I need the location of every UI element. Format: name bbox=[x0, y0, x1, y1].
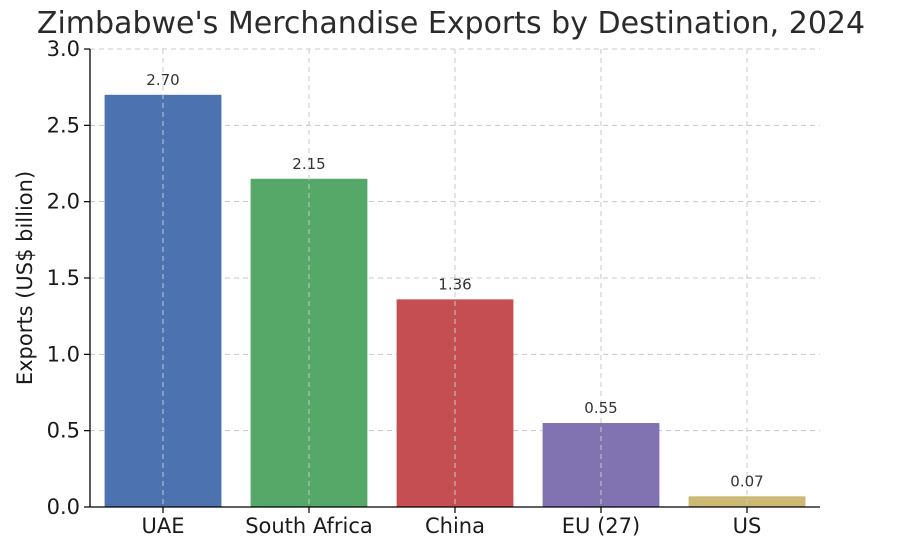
x-tick-label-1: South Africa bbox=[245, 514, 373, 538]
x-tick-label-0: UAE bbox=[141, 514, 184, 538]
y-tick-label-1: 0.5 bbox=[47, 419, 80, 443]
y-tick-label-5: 2.5 bbox=[47, 113, 80, 137]
y-tick-label-2: 1.0 bbox=[47, 342, 80, 366]
data-label-1: 2.15 bbox=[292, 155, 325, 173]
labels: 2.70 2.15 1.36 0.55 0.07 bbox=[146, 49, 764, 507]
data-label-0: 2.70 bbox=[146, 71, 179, 89]
axes: 0.0 0.5 1.0 1.5 2.0 2.5 3.0 UAE South Africa Chin… bbox=[47, 37, 820, 538]
data-label-3: 0.55 bbox=[584, 399, 617, 417]
x-tick-label-2: China bbox=[425, 514, 485, 538]
chart-title: Zimbabwe's Merchandise Exports by Destin… bbox=[36, 6, 866, 41]
y-tick-label-6: 3.0 bbox=[47, 37, 80, 61]
data-label-2: 1.36 bbox=[438, 275, 471, 293]
data-label-4: 0.07 bbox=[730, 472, 763, 490]
y-tick-label-4: 2.0 bbox=[47, 190, 80, 214]
x-tick-label-4: US bbox=[733, 514, 762, 538]
y-axis-title: Exports (US$ billion) bbox=[13, 171, 37, 385]
y-tick-label-0: 0.0 bbox=[47, 495, 80, 519]
y-tick-label-3: 1.5 bbox=[47, 266, 80, 290]
x-tick-label-3: EU (27) bbox=[562, 514, 640, 538]
